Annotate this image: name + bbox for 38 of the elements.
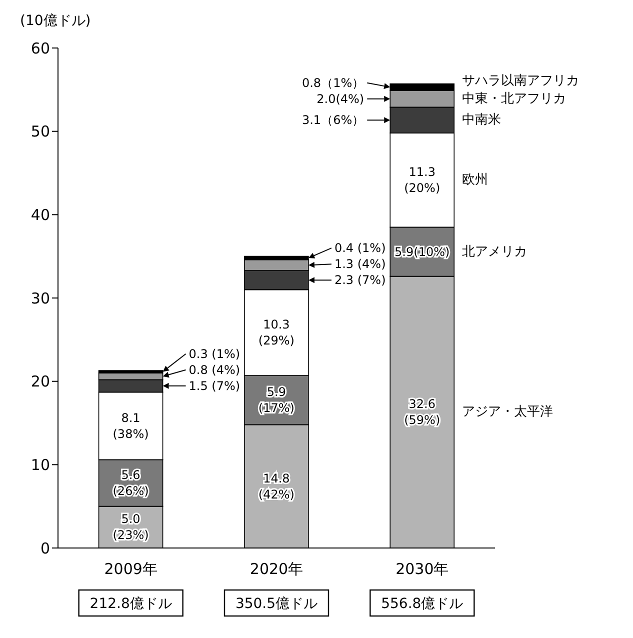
text: 212.8億ドル: [90, 596, 172, 612]
text: 350.5億ドル: [235, 596, 318, 612]
series-label: アジア・太平洋: [462, 404, 554, 420]
y-axis-title: (10億ドル): [20, 12, 91, 30]
data-label: 0.8（1%）: [302, 76, 364, 90]
text: 556.8億ドル: [381, 596, 464, 612]
y-tick-label: 60: [30, 39, 50, 58]
data-label: 5.9(10%): [394, 244, 450, 259]
x-tick-label: 2009年: [104, 560, 158, 578]
data-label: 14.8 (42%): [258, 471, 294, 502]
series-label: 中東・北アフリカ: [462, 91, 566, 106]
data-label: 0.3 (1%): [188, 346, 240, 361]
data-label: 2.0(4%): [316, 92, 364, 106]
x-tick-label: 2030年: [396, 560, 449, 578]
data-label: 0.4 (1%): [334, 241, 386, 256]
data-label: 8.1 (38%): [112, 410, 149, 441]
y-tick-label: 20: [30, 372, 50, 391]
x-tick-label: 2020年: [250, 560, 304, 578]
y-tick-label: 50: [30, 122, 50, 141]
series-label: 中南米: [462, 112, 502, 128]
data-label: 5.0 (23%): [112, 512, 149, 542]
series-label: サハラ以南アフリカ: [462, 73, 580, 88]
data-label: 1.5 (7%): [188, 378, 240, 393]
data-label: 5.9 (17%): [258, 385, 294, 416]
data-label: 32.6 (59%): [404, 397, 440, 428]
y-tick-label: 30: [30, 289, 50, 308]
series-label: 北アメリカ: [462, 244, 528, 260]
series-label: 欧州: [462, 172, 488, 188]
data-label: 5.6 (26%): [112, 468, 149, 498]
data-label: 10.3 (29%): [258, 318, 294, 348]
y-tick-label: 40: [30, 206, 50, 224]
data-label: 3.1（6%）: [302, 113, 364, 128]
data-label: 0.8 (4%): [188, 362, 240, 377]
y-tick-label: 10: [30, 456, 50, 474]
data-label: 11.3 (20%): [404, 165, 440, 196]
data-label: 2.3 (7%): [334, 273, 386, 288]
data-label: 1.3 (4%): [334, 257, 386, 272]
y-tick-label: 0: [40, 539, 50, 558]
